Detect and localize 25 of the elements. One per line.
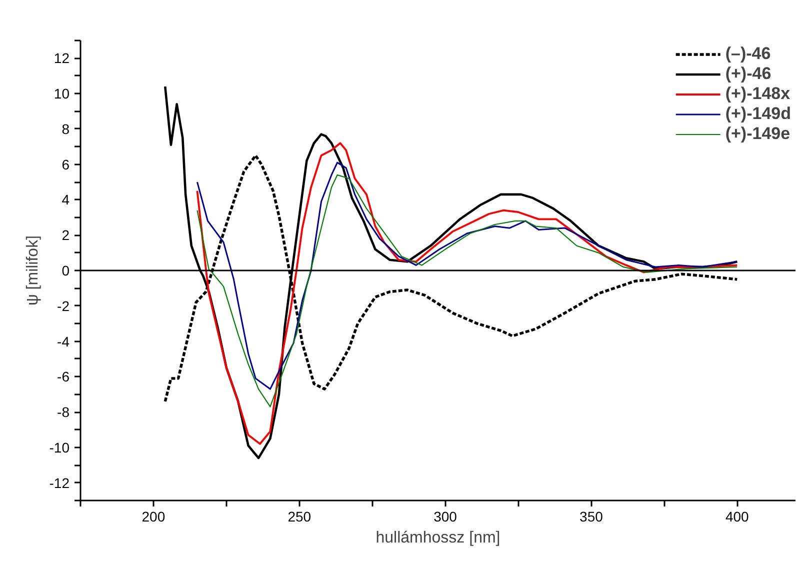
legend-label: (–)-46 — [725, 44, 771, 64]
y-axis-title: ψ [milifok] — [24, 235, 42, 306]
y-tick-label: -4 — [57, 333, 70, 350]
y-tick-label: 8 — [62, 120, 70, 137]
legend-label: (+)-149e — [725, 124, 790, 144]
y-tick-label: -10 — [49, 439, 70, 456]
y-tick-label: 4 — [62, 192, 70, 208]
legend-label: (+)-149d — [725, 104, 791, 124]
legend-label: (+)-148x — [725, 84, 790, 104]
y-tick-label: 6 — [62, 156, 70, 172]
y-tick-label: -12 — [49, 474, 70, 491]
x-tick-label: 250 — [288, 508, 312, 524]
x-axis-title: hullámhossz [nm] — [376, 530, 500, 546]
x-tick-label: 200 — [142, 508, 166, 524]
x-tick-label: 300 — [434, 508, 458, 524]
y-tick-label: 2 — [62, 227, 70, 244]
y-tick-label: -2 — [57, 298, 70, 314]
y-tick-label: 10 — [54, 86, 70, 102]
y-tick-label: -6 — [57, 368, 70, 385]
x-tick-label: 400 — [725, 508, 750, 524]
y-tick-label: 12 — [54, 50, 70, 66]
y-tick-label: -8 — [57, 404, 70, 420]
y-tick-label: 0 — [62, 262, 70, 278]
x-tick-label: 350 — [580, 508, 604, 524]
legend-label: (+)-46 — [725, 64, 772, 84]
